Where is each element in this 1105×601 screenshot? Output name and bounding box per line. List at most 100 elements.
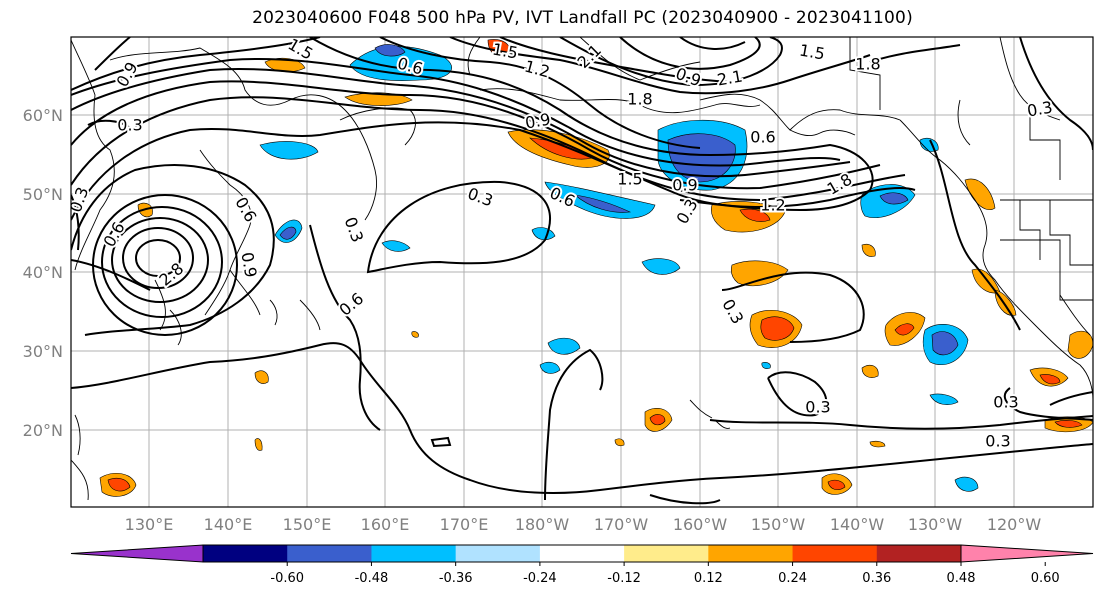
- contour-label: 2.1: [574, 41, 605, 72]
- anomaly-patch: [1067, 330, 1093, 359]
- contour-label: 2.1: [716, 66, 744, 89]
- colorbar-segment: [624, 545, 709, 562]
- colorbar-segment: [708, 545, 794, 562]
- anomaly-patch: [411, 331, 419, 338]
- longitude-label: 160°W: [673, 515, 728, 534]
- anomaly-patch: [929, 393, 959, 405]
- longitude-label: 150°E: [283, 515, 332, 534]
- map-title: 2023040600 F048 500 hPa PV, IVT Landfall…: [252, 8, 913, 28]
- anomaly-patch: [1054, 420, 1083, 428]
- longitude-label: 170°W: [594, 515, 649, 534]
- contour-label: 0.6: [231, 194, 260, 226]
- colorbar-tick-label: -0.24: [523, 571, 557, 586]
- contour-label-halo: 1.5: [617, 170, 642, 189]
- anomaly-patch: [1039, 374, 1061, 385]
- colorbar-outline: [202, 544, 962, 563]
- colorbar-segment: [539, 545, 625, 562]
- anomaly-patch: [539, 361, 561, 374]
- contour-label: 0.3: [341, 214, 368, 244]
- contour-label-halo: 0.3: [805, 398, 830, 417]
- colorbar-segment: [876, 545, 962, 562]
- contour-label: 0.3: [465, 184, 495, 211]
- contour-labels: 0.90.90.30.31.51.50.60.61.51.51.21.2 2.12…: [71, 37, 1056, 453]
- contour-label-halo: 0.3: [117, 116, 142, 135]
- colorbar-tick-label: 0.48: [947, 571, 976, 586]
- colorbar-segment: [371, 545, 457, 562]
- latitude-label: 40°N: [23, 263, 63, 282]
- contour-label: 1.2: [760, 196, 785, 215]
- anomaly-patch: [954, 476, 979, 492]
- contour-label: 0.3: [805, 398, 830, 417]
- anomaly-patch: [641, 258, 681, 275]
- anomaly-patch: [931, 331, 959, 356]
- colorbar: [70, 544, 1094, 563]
- anomaly-patch: [544, 181, 656, 219]
- colorbar-extend-min: [70, 544, 204, 563]
- contour-label: 1.2: [523, 57, 553, 82]
- colorbar-segment: [792, 545, 878, 562]
- coastlines: [71, 37, 1093, 501]
- colorbar-segment: [287, 545, 372, 562]
- colorbar-tick-label: -0.36: [439, 571, 473, 586]
- colorbar-segment: [203, 545, 288, 562]
- contour-label: 0.3: [993, 393, 1018, 412]
- colorbar-extend-max: [960, 544, 1094, 563]
- anomaly-patch: [649, 414, 666, 426]
- anomaly-patch: [869, 440, 886, 448]
- contour-label: 2.8: [156, 259, 188, 290]
- longitude-label: 140°W: [830, 515, 885, 534]
- colorbar-tick-label: -0.60: [270, 571, 304, 586]
- anomaly-patch: [547, 337, 581, 355]
- longitude-label: 160°E: [361, 515, 410, 534]
- latitude-label: 50°N: [23, 185, 63, 204]
- contour-label-halo: 1.2: [760, 196, 785, 215]
- colorbar-tick-labels: -0.60 -0.48 -0.36 -0.24 -0.12 0.12 0.24 0.36 0.4…: [270, 562, 1060, 586]
- anomaly-patch: [107, 477, 131, 492]
- pv-contours: [71, 37, 1093, 505]
- contour-label: 1.8: [855, 55, 880, 74]
- contour-label: 1.5: [617, 170, 642, 189]
- colorbar-tick-label: -0.48: [355, 571, 389, 586]
- contour-label-halo: 1.8: [627, 90, 652, 109]
- anomaly-patch: [374, 44, 406, 57]
- anomaly-patch: [760, 316, 795, 341]
- contour-label: 0.3: [117, 116, 142, 135]
- contour-label: 1.5: [798, 40, 826, 63]
- contour-label: 0.9: [672, 176, 697, 195]
- latitude-labels: 60°N 50°N 40°N 30°N 20°N: [23, 106, 63, 440]
- contour-label: 0.6: [750, 128, 775, 147]
- anomaly-patch: [574, 194, 632, 213]
- colorbar-segment: [455, 545, 541, 562]
- colorbar-tick-label: 0.12: [694, 571, 723, 586]
- longitude-label: 130°W: [908, 515, 963, 534]
- map-panel: 0.90.90.30.31.51.50.60.61.51.51.21.2 2.12…: [71, 37, 1093, 507]
- contour-label-halo: 0.9: [237, 251, 260, 279]
- longitude-label: 180°W: [515, 515, 570, 534]
- contour-label-halo: 0.9: [672, 176, 697, 195]
- contour-label: 0.9: [673, 64, 703, 91]
- colorbar-tick-label: 0.36: [862, 571, 891, 586]
- shaded-anomalies: [99, 39, 1093, 497]
- contour-label-halo: 0.3: [985, 432, 1010, 451]
- anomaly-patch: [730, 260, 789, 287]
- contour-label: 0.3: [985, 432, 1010, 451]
- anomaly-patch: [254, 438, 263, 451]
- colorbar-tick-label: -0.12: [607, 571, 641, 586]
- latitude-label: 20°N: [23, 421, 63, 440]
- anomaly-patch: [761, 362, 771, 369]
- longitude-labels: 130°E 140°E 150°E 160°E 170°E 180°W 170°W 160°W…: [125, 515, 1042, 534]
- anomaly-patch: [381, 240, 411, 252]
- contour-label-halo: 1.8: [855, 55, 880, 74]
- map-frame: [70, 36, 1094, 508]
- anomaly-patch: [994, 289, 1017, 316]
- contour-label: 0.3: [1026, 97, 1054, 120]
- anomaly-patch: [614, 438, 625, 447]
- contour-label-halo: 0.3: [993, 393, 1018, 412]
- contour-label: 0.9: [524, 109, 552, 132]
- anomaly-patch: [739, 208, 771, 222]
- anomaly-patch: [861, 243, 876, 257]
- longitude-label: 120°W: [987, 515, 1042, 534]
- anomaly-patch: [531, 227, 556, 241]
- anomaly-patch: [259, 141, 319, 160]
